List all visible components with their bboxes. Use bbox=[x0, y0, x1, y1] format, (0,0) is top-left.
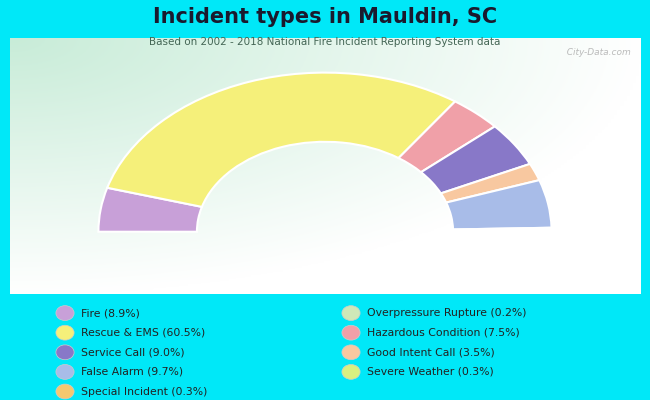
Text: False Alarm (9.7%): False Alarm (9.7%) bbox=[81, 367, 183, 377]
Wedge shape bbox=[441, 164, 540, 202]
Ellipse shape bbox=[342, 306, 360, 320]
Ellipse shape bbox=[56, 364, 74, 379]
Text: Service Call (9.0%): Service Call (9.0%) bbox=[81, 347, 185, 357]
Text: Incident types in Mauldin, SC: Incident types in Mauldin, SC bbox=[153, 7, 497, 27]
Ellipse shape bbox=[342, 325, 360, 340]
Text: Severe Weather (0.3%): Severe Weather (0.3%) bbox=[367, 367, 494, 377]
Ellipse shape bbox=[342, 345, 360, 360]
Ellipse shape bbox=[56, 345, 74, 360]
Wedge shape bbox=[453, 230, 552, 232]
Text: Good Intent Call (3.5%): Good Intent Call (3.5%) bbox=[367, 347, 495, 357]
Ellipse shape bbox=[56, 306, 74, 320]
Wedge shape bbox=[107, 72, 455, 207]
Wedge shape bbox=[453, 229, 552, 231]
Text: Hazardous Condition (7.5%): Hazardous Condition (7.5%) bbox=[367, 328, 520, 338]
Text: City-Data.com: City-Data.com bbox=[561, 48, 630, 57]
Wedge shape bbox=[421, 126, 530, 193]
Ellipse shape bbox=[56, 384, 74, 399]
Text: Overpressure Rupture (0.2%): Overpressure Rupture (0.2%) bbox=[367, 308, 526, 318]
Text: Fire (8.9%): Fire (8.9%) bbox=[81, 308, 140, 318]
Text: Special Incident (0.3%): Special Incident (0.3%) bbox=[81, 386, 207, 396]
Wedge shape bbox=[98, 188, 202, 232]
Wedge shape bbox=[398, 102, 495, 172]
Text: Rescue & EMS (60.5%): Rescue & EMS (60.5%) bbox=[81, 328, 205, 338]
Wedge shape bbox=[453, 228, 552, 230]
Wedge shape bbox=[446, 180, 551, 230]
Ellipse shape bbox=[56, 325, 74, 340]
Text: Based on 2002 - 2018 National Fire Incident Reporting System data: Based on 2002 - 2018 National Fire Incid… bbox=[150, 38, 500, 48]
Ellipse shape bbox=[342, 364, 360, 379]
